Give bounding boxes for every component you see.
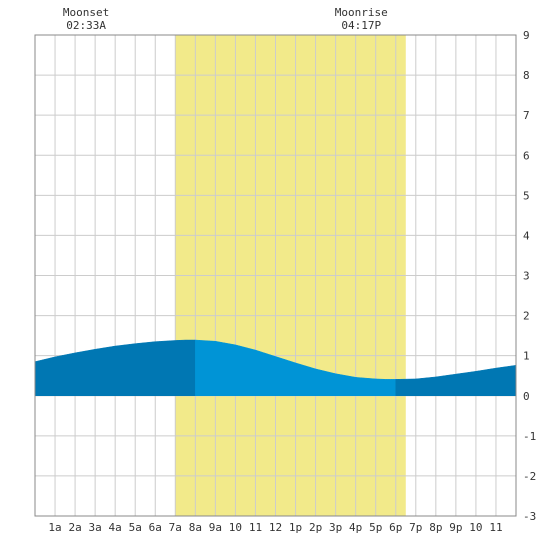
y-tick-label: 7: [523, 109, 530, 122]
y-tick-label: 0: [523, 390, 530, 403]
x-tick-label: 6a: [149, 521, 162, 534]
y-tick-label: 3: [523, 270, 530, 283]
x-tick-label: 4a: [109, 521, 122, 534]
plot-frame: [34, 34, 517, 517]
tide-area-segment: [395, 365, 517, 396]
y-tick-label: 4: [523, 229, 530, 242]
x-tick-label: 11: [249, 521, 262, 534]
y-tick-label: 5: [523, 189, 530, 202]
x-tick-label: 10: [229, 521, 242, 534]
x-tick-label: 1p: [289, 521, 302, 534]
y-tick-label: 9: [523, 29, 530, 42]
annotation-label: Moonset: [63, 6, 109, 19]
x-tick-label: 9p: [449, 521, 462, 534]
annotation-label: Moonrise: [335, 6, 388, 19]
y-axis-ticks: -3 -2 -1 0 1 2 3 4 5 6 7 8 9: [523, 29, 536, 523]
x-tick-label: 11: [489, 521, 502, 534]
x-tick-label: 5a: [129, 521, 142, 534]
tide-area: [34, 339, 517, 396]
x-tick-label: 8p: [429, 521, 442, 534]
y-tick-label: -3: [523, 510, 536, 523]
x-tick-label: 8a: [189, 521, 202, 534]
y-tick-label: 1: [523, 350, 530, 363]
y-tick-label: -1: [523, 430, 536, 443]
x-tick-label: 6p: [389, 521, 402, 534]
grid: [35, 34, 516, 517]
x-axis-ticks: 1a 2a 3a 4a 5a 6a 7a 8a 9a 10 11 12 1p 2p 3p 4p 5p 6p 7p 8p…: [48, 521, 502, 534]
x-tick-label: 5p: [369, 521, 382, 534]
tide-area-segment: [195, 339, 396, 396]
y-tick-label: -2: [523, 470, 536, 483]
annotation-time: 02:33A: [66, 19, 106, 32]
y-tick-label: 6: [523, 149, 530, 162]
x-tick-label: 12: [269, 521, 282, 534]
x-tick-label: 2p: [309, 521, 322, 534]
x-tick-label: 1a: [48, 521, 61, 534]
y-tick-label: 2: [523, 310, 530, 323]
x-tick-label: 10: [469, 521, 482, 534]
x-tick-label: 3p: [329, 521, 342, 534]
tide-area-segment: [34, 339, 196, 396]
y-tick-label: 8: [523, 69, 530, 82]
x-tick-label: 9a: [209, 521, 222, 534]
x-tick-label: 7p: [409, 521, 422, 534]
x-tick-label: 7a: [169, 521, 182, 534]
annotation-time: 04:17P: [341, 19, 381, 32]
x-tick-label: 2a: [68, 521, 81, 534]
x-tick-label: 4p: [349, 521, 362, 534]
x-tick-label: 3a: [89, 521, 102, 534]
